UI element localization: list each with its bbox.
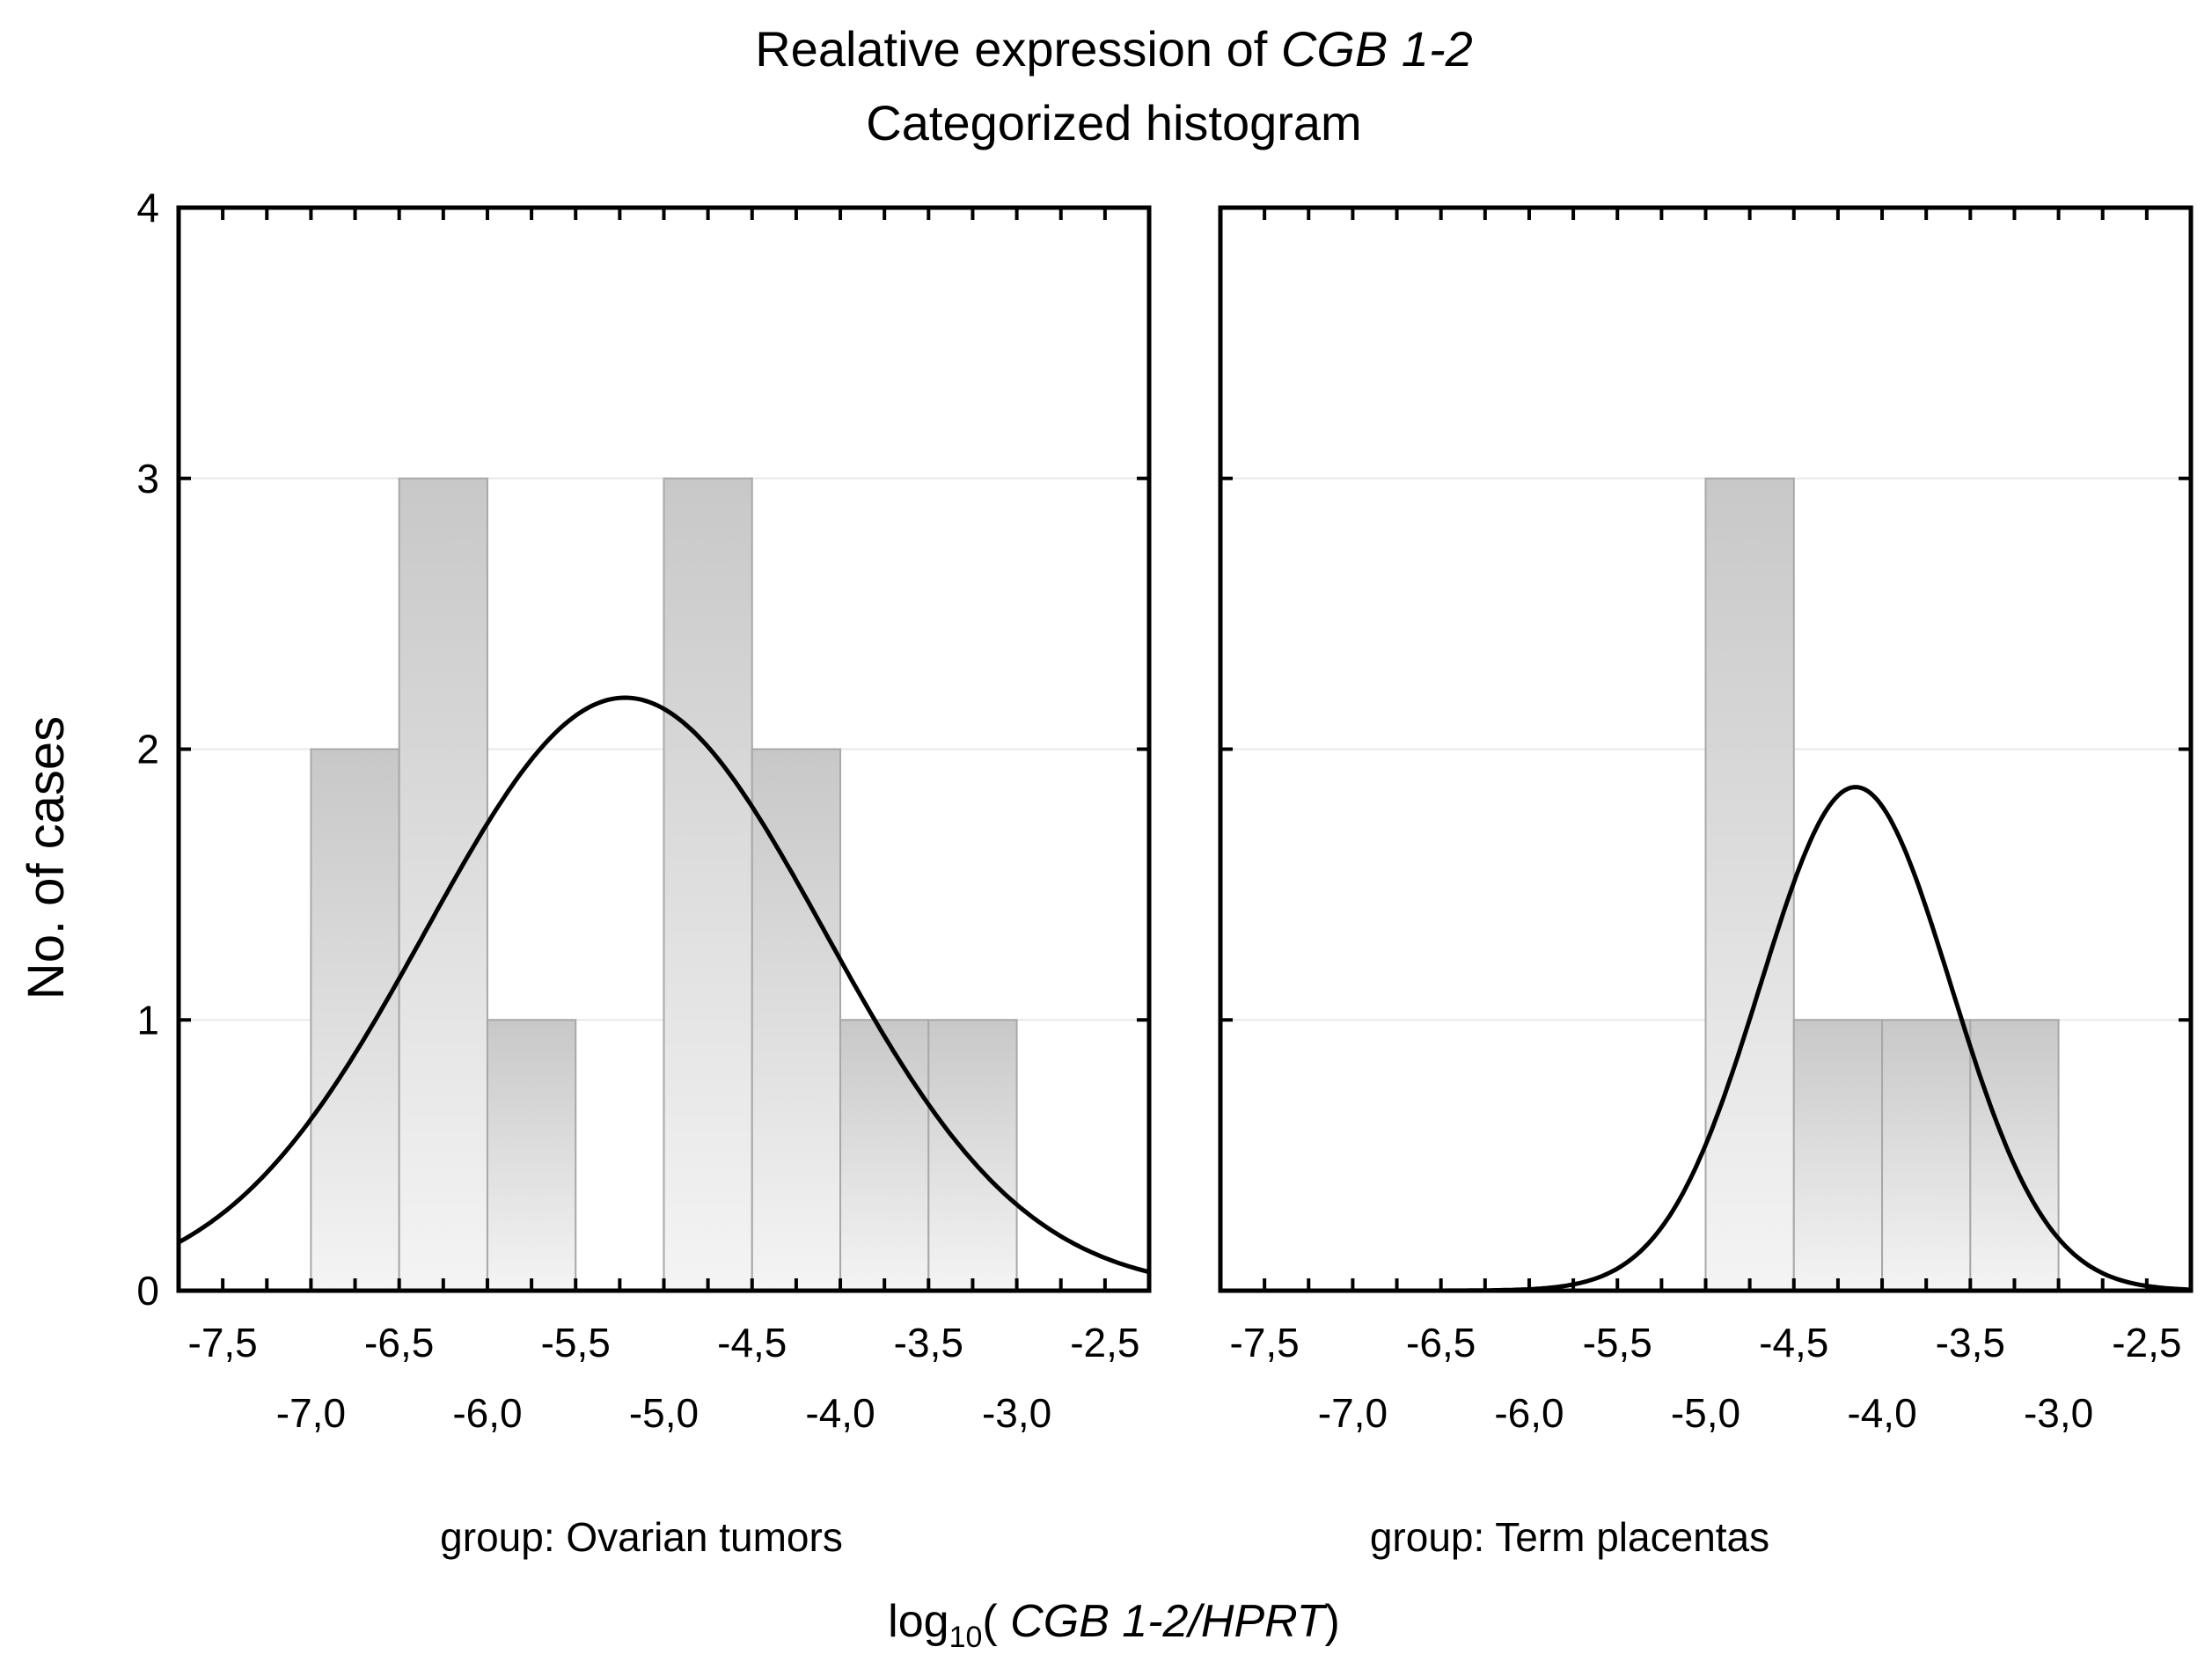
histogram-bar [486,1019,577,1292]
x-tick-label: -4,5 [717,1320,787,1365]
histogram-bar [1969,1019,2060,1292]
histogram-bar [1704,477,1795,1292]
chart-subtitle: Categorized histogram [866,95,1361,150]
x-tick-label: -6,5 [1406,1320,1476,1365]
x-axis-label: log10( CGB 1-2/HPRT) [888,1596,1340,1654]
histogram-bar [839,1019,930,1292]
y-axis-label: No. of cases [18,716,75,999]
y-tick-label: 4 [136,185,159,231]
x-tick-label: -6,5 [364,1320,434,1365]
histogram-bar [927,1019,1018,1292]
x-tick-label: -3,5 [894,1320,963,1365]
histogram-bar [398,477,488,1292]
x-tick-label: -5,5 [541,1320,611,1365]
x-tick-label: -7,5 [1230,1320,1300,1365]
x-tick-label: -6,0 [452,1390,522,1436]
chart-title-gene: CGB 1-2 [1281,21,1473,77]
panel-term-placentas: -7,5 -6,5 -5,5 -4,5 -3,5 -2,5 -7,0 -6,0 -5,0 -4,0… [1218,205,2194,1560]
y-tick-label: 3 [136,456,159,501]
x-tick-label: -2,5 [1070,1320,1139,1365]
normal-fit-curve [177,695,1150,1275]
x-tick-label: -2,5 [2112,1320,2181,1365]
histogram-bar [751,748,842,1292]
x-tick-label: -4,5 [1759,1320,1828,1365]
histogram-bar [310,748,400,1292]
x-tick-label: -3,5 [1936,1320,2005,1365]
group-label: group: Term placentas [1370,1514,1769,1560]
x-tick-label: -4,0 [805,1390,875,1436]
y-tick-label: 0 [136,1268,159,1314]
x-tick-label: -5,0 [629,1390,699,1436]
x-tick-label: -7,0 [276,1390,346,1436]
x-tick-label: -7,0 [1318,1390,1388,1436]
x-tick-label: -3,0 [2024,1390,2093,1436]
y-tick-label: 2 [136,727,159,772]
x-tick-label: -5,0 [1671,1390,1740,1436]
histogram-bar [663,477,753,1292]
x-tick-label: -6,0 [1494,1390,1564,1436]
x-tick-label: -3,0 [982,1390,1051,1436]
histogram-bar [1881,1019,1972,1292]
panel-ovarian-tumors: 0 1 2 3 4 -7,5 -6,5 -5,5 -4,5 -3,5 -2,5 -7,0 -6,0 -5,… [136,185,1152,1560]
y-tick-label: 1 [136,997,159,1043]
group-label: group: Ovarian tumors [440,1514,843,1560]
histogram-bar [1792,1019,1884,1292]
x-tick-label: -5,5 [1583,1320,1652,1365]
x-tick-label: -4,0 [1847,1390,1916,1436]
x-tick-label: -7,5 [188,1320,258,1365]
chart-title: Realative expression of CGB 1-2 [755,21,1473,77]
